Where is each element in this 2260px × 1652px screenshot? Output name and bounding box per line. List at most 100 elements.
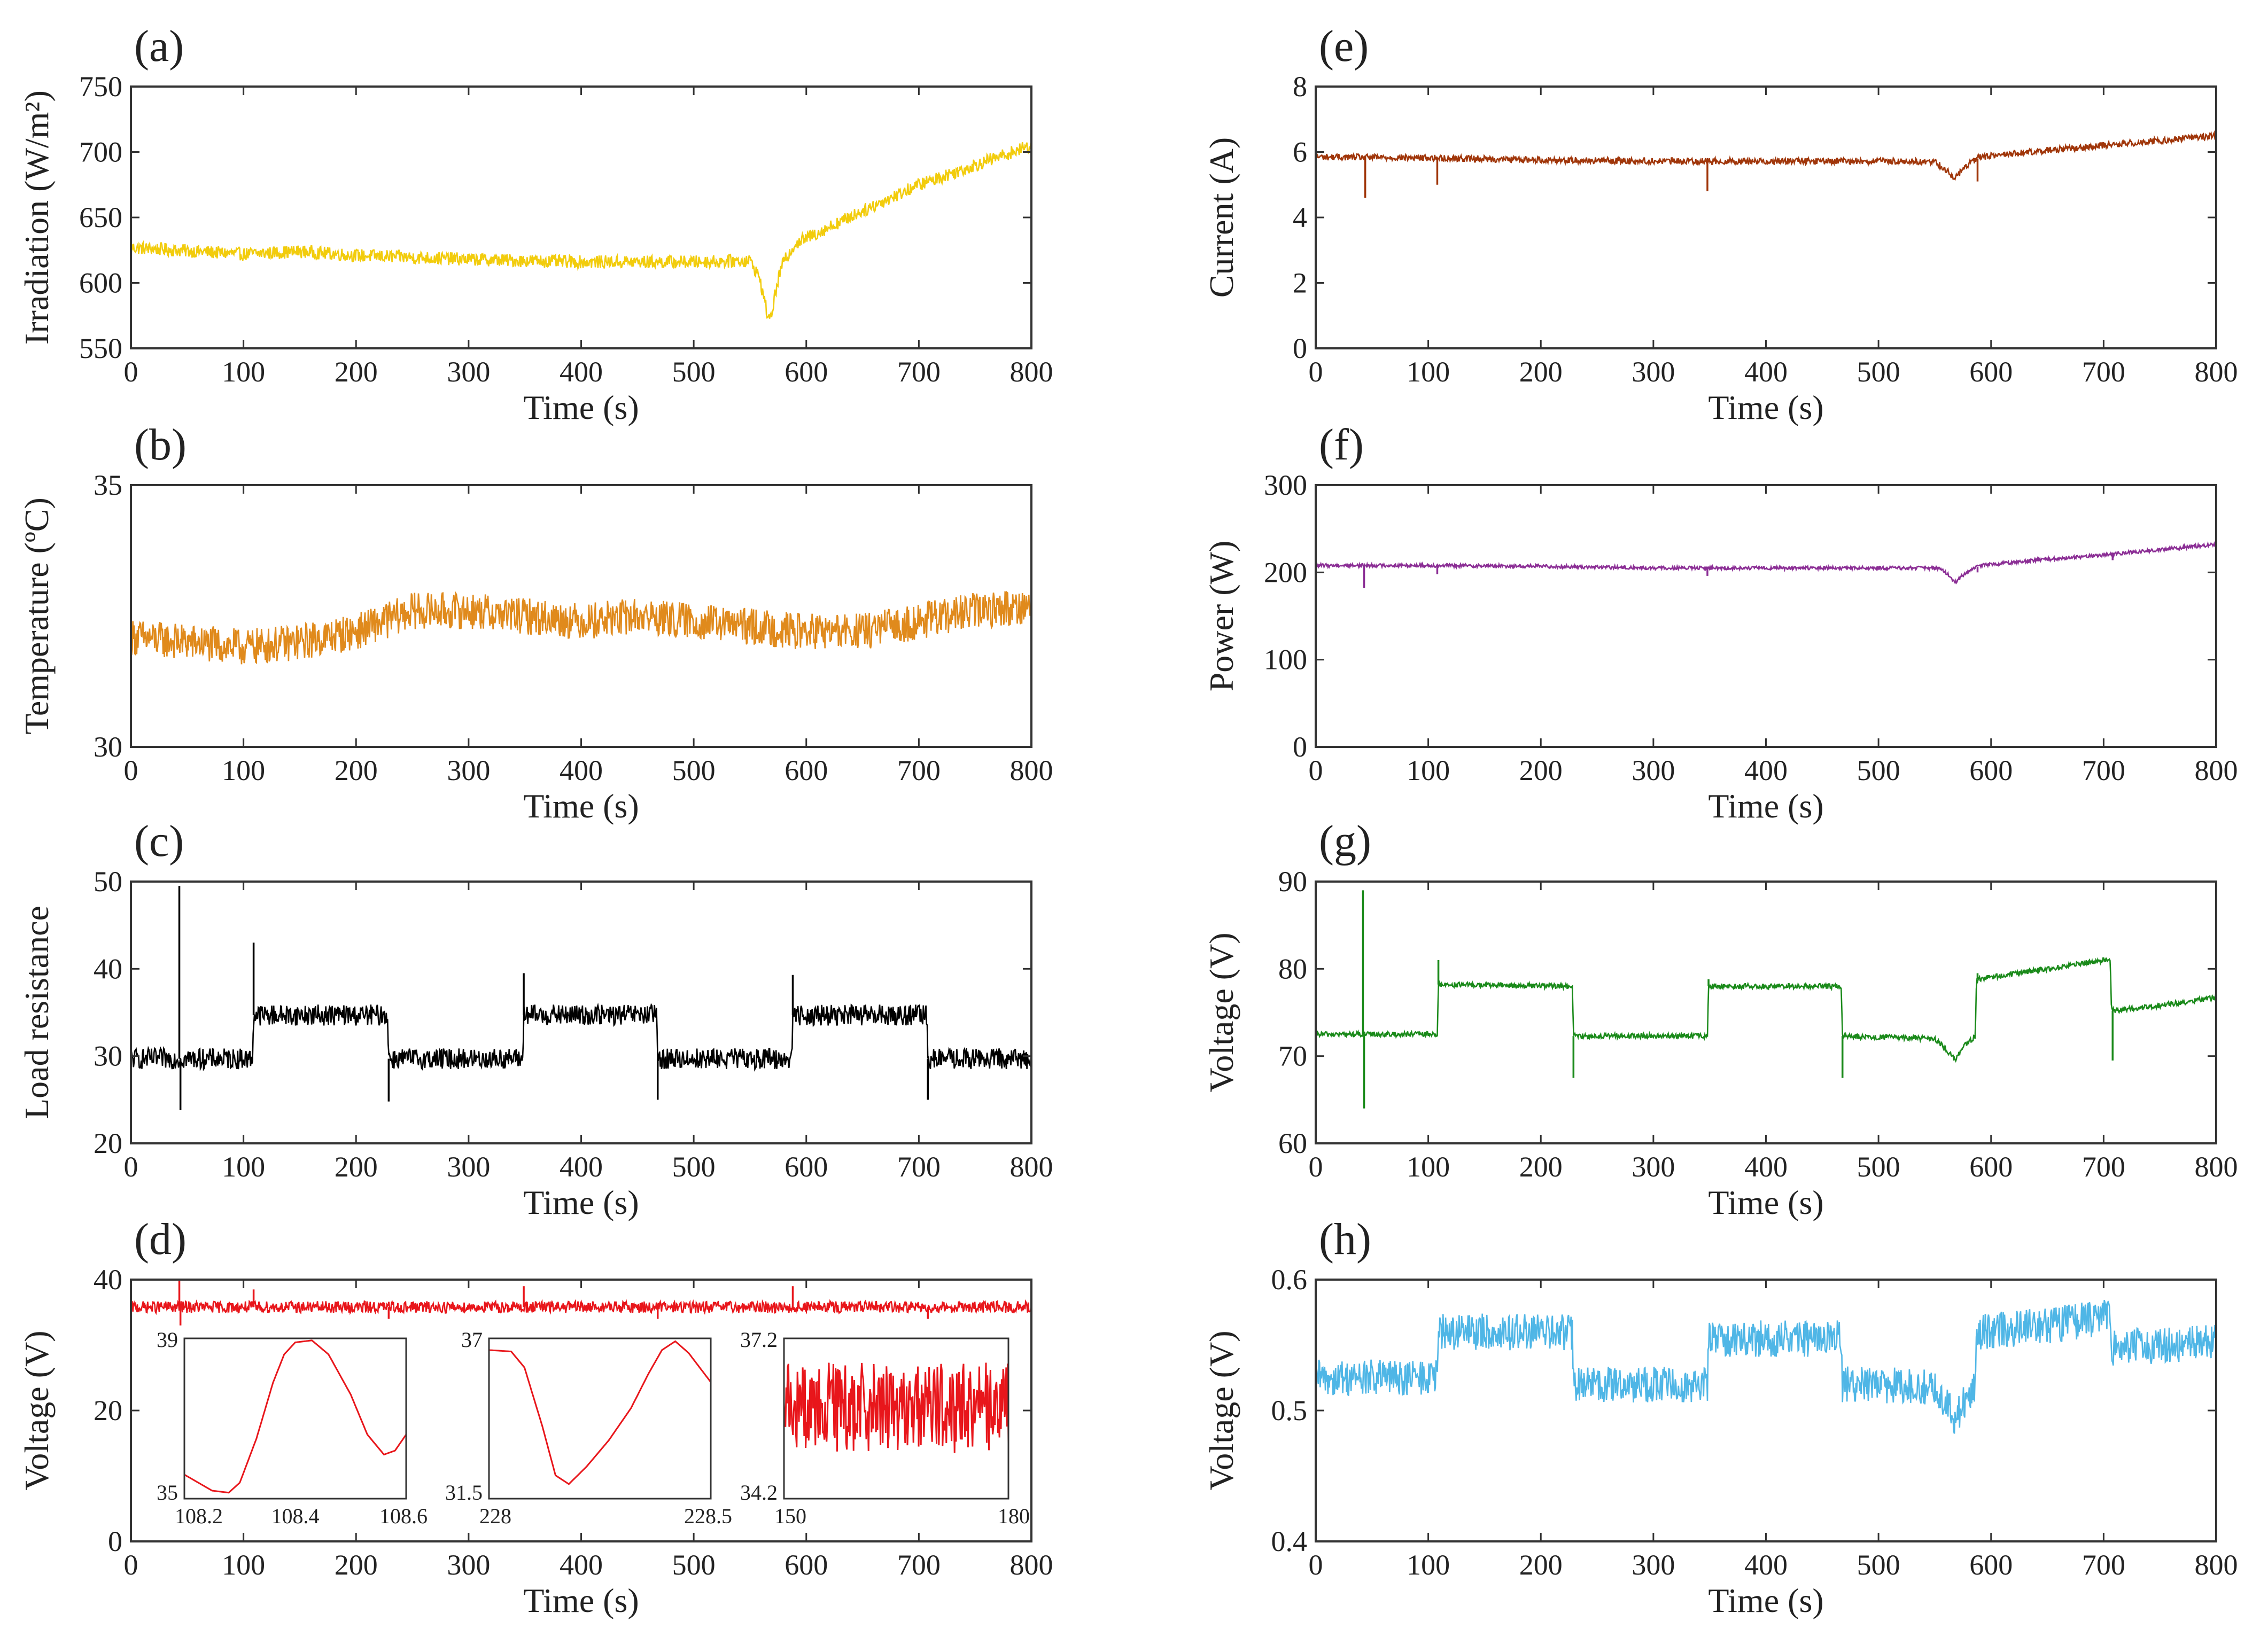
x-tick-label: 500 [1857, 1151, 1900, 1183]
series-b-line [131, 590, 1031, 665]
x-tick-label: 100 [1407, 754, 1450, 786]
y-tick-label: 80 [1278, 953, 1307, 985]
panel-label: (a) [134, 21, 184, 71]
series-f-line [1316, 541, 2216, 585]
x-tick-label: 500 [1857, 356, 1900, 388]
y-tick-label: 30 [94, 1040, 122, 1072]
inset-y-tick-label: 39 [157, 1328, 178, 1352]
x-tick-label: 0 [124, 1549, 138, 1581]
y-axis-label: Voltage (V) [1202, 932, 1240, 1092]
x-tick-label: 600 [1969, 356, 2013, 388]
x-tick-label: 100 [222, 1151, 265, 1183]
axes-frame-a [130, 85, 1032, 349]
x-tick-label: 0 [124, 1151, 138, 1183]
x-tick-label: 300 [447, 1151, 490, 1183]
inset-x-tick-label: 108.4 [271, 1504, 320, 1528]
panel-e: 0 100 200 300 400 500 600 700 800 0 2 4 6 8 Time (s) Cu… [1202, 21, 2238, 426]
panel-label: (b) [134, 420, 187, 470]
y-tick-label: 0 [1293, 332, 1307, 364]
axes-frame-e [1315, 85, 2217, 349]
x-tick-label: 700 [2082, 754, 2125, 786]
y-tick-label: 600 [79, 267, 122, 299]
series-g-line [1316, 957, 2216, 1063]
x-tick-label: 0 [1309, 1151, 1323, 1183]
inset-frame [488, 1337, 712, 1500]
y-axis-label: Voltage (V) [1202, 1330, 1240, 1490]
x-tick-label: 600 [785, 356, 828, 388]
series-a-line [131, 142, 1031, 319]
series-c-line [131, 1002, 1031, 1072]
x-tick-label: 0 [1309, 1549, 1323, 1581]
x-tick-label: 700 [897, 1549, 941, 1581]
series-d-line [131, 1299, 1031, 1315]
panel-g: 0 100 200 300 400 500 600 700 800 60 70 80 90 Time (s… [1202, 816, 2238, 1221]
x-tick-label: 100 [1407, 356, 1450, 388]
x-axis-label: Time (s) [523, 388, 639, 426]
inset-y-tick-label: 31.5 [445, 1480, 483, 1505]
panel-label: (d) [134, 1214, 187, 1264]
inset-y-tick-label: 37.2 [740, 1328, 778, 1352]
x-tick-label: 0 [1309, 754, 1323, 786]
x-tick-label: 400 [1744, 1549, 1788, 1581]
y-tick-label: 2 [1293, 267, 1307, 299]
x-tick-label: 600 [785, 1151, 828, 1183]
x-axis-label: Time (s) [523, 1581, 639, 1619]
inset-x-tick-label: 108.6 [379, 1504, 428, 1528]
x-tick-label: 500 [1857, 1549, 1900, 1581]
y-tick-label: 650 [79, 201, 122, 233]
y-tick-label: 4 [1293, 201, 1307, 233]
x-tick-label: 500 [672, 1151, 716, 1183]
x-axis-label: Time (s) [523, 787, 639, 825]
y-tick-label: 700 [79, 136, 122, 168]
y-tick-label: 90 [1278, 866, 1307, 898]
inset-frame [183, 1337, 407, 1500]
x-tick-label: 100 [222, 754, 265, 786]
x-tick-label: 400 [560, 754, 603, 786]
y-tick-label: 300 [1264, 469, 1307, 501]
y-tick-label: 750 [79, 71, 122, 103]
x-tick-label: 400 [1744, 356, 1788, 388]
y-axis-label: Power (W) [1202, 541, 1240, 692]
x-tick-label: 100 [1407, 1151, 1450, 1183]
x-tick-label: 200 [1519, 1151, 1563, 1183]
y-tick-label: 40 [94, 953, 122, 985]
inset-y-tick-label: 37 [461, 1328, 483, 1352]
inset-2: 228 228.5 31.5 37 [445, 1328, 732, 1528]
y-tick-label: 20 [94, 1394, 122, 1427]
x-tick-label: 400 [1744, 1151, 1788, 1183]
x-tick-label: 200 [335, 1549, 378, 1581]
inset-x-tick-label: 228 [479, 1504, 511, 1528]
x-axis-label: Time (s) [1708, 388, 1823, 426]
y-axis-label: Voltage (V) [18, 1330, 56, 1490]
x-tick-label: 700 [897, 356, 941, 388]
x-axis-label: Time (s) [1708, 1581, 1823, 1619]
x-axis-label: Time (s) [1708, 1183, 1823, 1221]
inset-line [784, 1362, 1008, 1453]
x-tick-label: 400 [560, 356, 603, 388]
x-tick-label: 600 [785, 1549, 828, 1581]
inset-background [184, 1338, 406, 1499]
y-axis-label: Temperature (ºC) [18, 497, 56, 735]
inset-line [184, 1339, 406, 1494]
y-axis-label: Current (A) [1202, 137, 1240, 298]
y-tick-label: 8 [1293, 71, 1307, 103]
x-tick-label: 600 [1969, 1549, 2013, 1581]
x-tick-label: 800 [1010, 1151, 1053, 1183]
y-tick-label: 0 [108, 1525, 122, 1557]
axes-frame-f [1315, 484, 2217, 748]
x-tick-label: 800 [1010, 754, 1053, 786]
x-tick-label: 100 [1407, 1549, 1450, 1581]
x-tick-label: 700 [2082, 1549, 2125, 1581]
panel-label: (f) [1319, 420, 1364, 470]
x-tick-label: 200 [335, 754, 378, 786]
x-tick-label: 500 [672, 1549, 716, 1581]
x-tick-label: 400 [560, 1151, 603, 1183]
panel-b: 0 100 200 300 400 500 600 700 800 30 35 Time (s) Tem… [18, 420, 1053, 825]
y-tick-label: 6 [1293, 136, 1307, 168]
panel-a: 0 100 200 300 400 500 600 700 800 550 600 650 700 750… [18, 21, 1053, 426]
x-tick-label: 300 [1632, 1549, 1675, 1581]
y-tick-label: 200 [1264, 556, 1307, 588]
x-tick-label: 100 [222, 1549, 265, 1581]
x-tick-label: 800 [1010, 356, 1053, 388]
x-tick-label: 300 [447, 356, 490, 388]
